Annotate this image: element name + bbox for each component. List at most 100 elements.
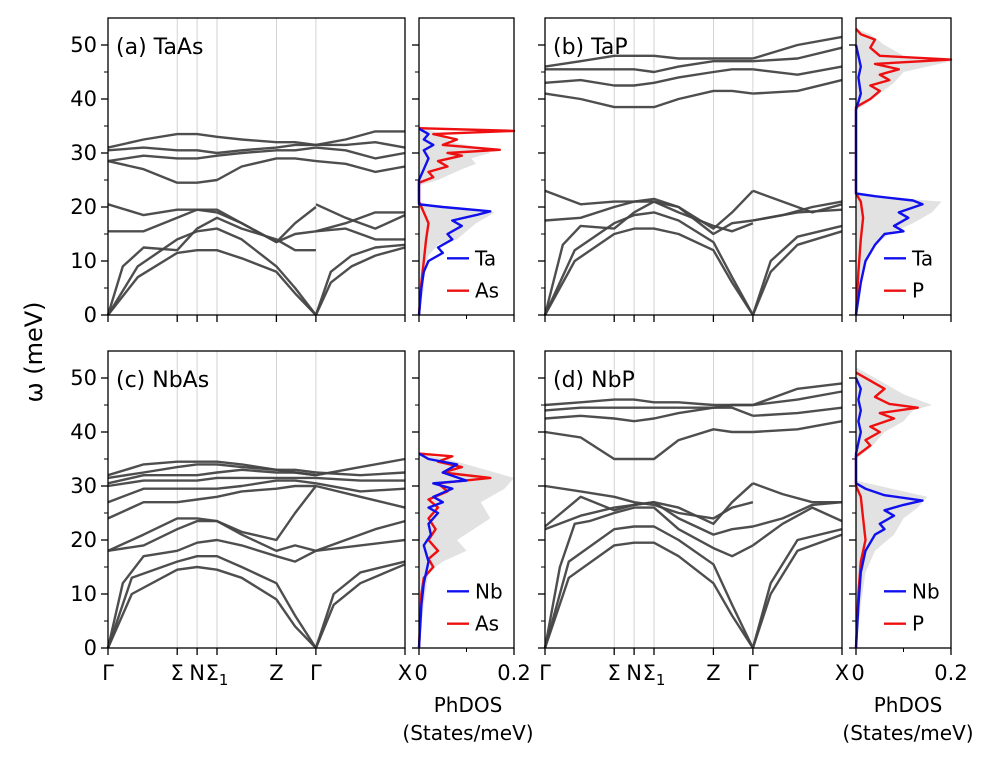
phonon-branch [544, 484, 754, 520]
dos-metal-line [854, 44, 924, 316]
y-tick-label: 0 [84, 303, 97, 327]
phonon-branch [106, 227, 317, 316]
dos-pnictogen-line [417, 127, 516, 316]
phonon-branch [107, 463, 317, 480]
phonon-branch [543, 211, 754, 316]
y-tick-label: 30 [70, 141, 97, 165]
y-tick-label: 20 [70, 195, 97, 219]
phonon-branch [544, 54, 753, 68]
k-tick-label: N [189, 661, 205, 685]
dos-metal-line [417, 127, 492, 316]
phonon-branch [315, 146, 406, 160]
dos-x-tick-label: 0 [851, 661, 864, 685]
dos-metal-line [854, 377, 924, 649]
phonon-branch [752, 406, 843, 417]
k-tick-label: N [626, 661, 642, 685]
k-tick-label: Z [269, 661, 283, 685]
y-tick-label: 40 [70, 420, 97, 444]
phonon-branch [315, 484, 406, 509]
phonon-branch [751, 224, 843, 316]
dos-panel: 0 0.2 Nb P [851, 350, 968, 685]
phonon-branch [544, 428, 753, 461]
phonon-branch [543, 227, 754, 316]
phonon-branch [315, 211, 405, 233]
k-tick-label: Σ [171, 661, 184, 685]
phonon-branch [751, 533, 843, 649]
phonon-branch [544, 482, 754, 528]
phonon-branch [106, 216, 316, 316]
phonon-branch [752, 390, 843, 407]
panel-label: (b) TaP [553, 35, 628, 60]
k-tick-label: X [398, 661, 412, 685]
phonon-branch [752, 501, 843, 528]
phonon-branch [315, 482, 406, 493]
phonon-branch [752, 35, 843, 60]
dos-pnictogen-line [854, 28, 953, 316]
k-tick-label: Σ [608, 661, 621, 685]
dos-pnictogen-line [854, 371, 919, 649]
phonon-branch [752, 382, 843, 407]
phonon-branch [315, 519, 406, 552]
band-axes-frame [544, 350, 843, 649]
phonon-branch [752, 200, 843, 222]
phonon-branch [106, 555, 317, 649]
k-tick-label: Γ [310, 661, 322, 685]
phonon-branch [107, 484, 316, 520]
phonon-branch [752, 78, 843, 95]
phonon-branch [107, 132, 317, 149]
dos-x-title-left-line1: PhDOS [434, 693, 503, 717]
dos-x-tick-label: 0.2 [934, 661, 967, 685]
phonon-branch [752, 482, 842, 504]
dos-pnictogen-line [417, 452, 492, 649]
phonon-branch [543, 525, 754, 649]
phonon-branch [107, 476, 316, 488]
legend-metal-label: Ta [911, 246, 933, 270]
k-tick-label: Z [706, 661, 720, 685]
panel-a: 0 10 20 30 40 50 (a) TaAs Ta As [70, 17, 516, 327]
phonon-branch [315, 159, 406, 174]
legend-metal-label: Nb [912, 579, 940, 603]
legend-pnictogen-label: As [475, 279, 499, 303]
legend-pnictogen-label: P [912, 279, 924, 303]
phonon-branch [314, 243, 406, 316]
dos-panel: Ta P [854, 17, 953, 322]
y-axis-title: ω (meV) [20, 301, 48, 402]
dos-metal-line [417, 452, 468, 649]
y-tick-label: 0 [84, 636, 97, 660]
phonon-branch [545, 60, 753, 74]
dos-x-title-right-line2: (States/meV) [842, 721, 973, 745]
y-tick-label: 50 [70, 366, 97, 390]
phonon-branch [752, 506, 843, 547]
phonon-branch [544, 197, 754, 236]
phonon-branch [314, 563, 406, 649]
phonon-branch [544, 68, 753, 87]
phonon-branch [107, 460, 317, 477]
dos-x-title-right-line1: PhDOS [874, 693, 943, 717]
band-axes-frame [107, 350, 406, 649]
y-tick-label: 30 [70, 474, 97, 498]
phonon-branch [544, 89, 754, 109]
phonon-branch [751, 230, 843, 316]
phonon-branch [107, 479, 317, 504]
panel-b: (b) TaP Ta P [538, 17, 953, 322]
phonon-branch [107, 249, 317, 316]
phonon-branch [314, 246, 406, 316]
phonon-branch [107, 157, 317, 184]
phonon-branch [106, 565, 317, 649]
y-tick-label: 40 [70, 87, 97, 111]
y-tick-label: 20 [70, 528, 97, 552]
phonon-branch [107, 485, 317, 552]
k-tick-label: Γ [539, 661, 551, 685]
phonon-branch [106, 538, 317, 649]
phonon-branch [752, 46, 843, 63]
dos-panel: Ta As [417, 17, 516, 322]
phonon-branch [544, 398, 753, 407]
phonon-branch [315, 471, 406, 477]
y-tick-label: 10 [70, 249, 97, 273]
phonon-branch [314, 560, 406, 649]
phonon-branch [107, 143, 316, 155]
phonon-branch [752, 420, 843, 434]
k-tick-label: Γ [747, 661, 759, 685]
band-axes-frame [107, 17, 406, 316]
phonon-branch [107, 203, 317, 244]
